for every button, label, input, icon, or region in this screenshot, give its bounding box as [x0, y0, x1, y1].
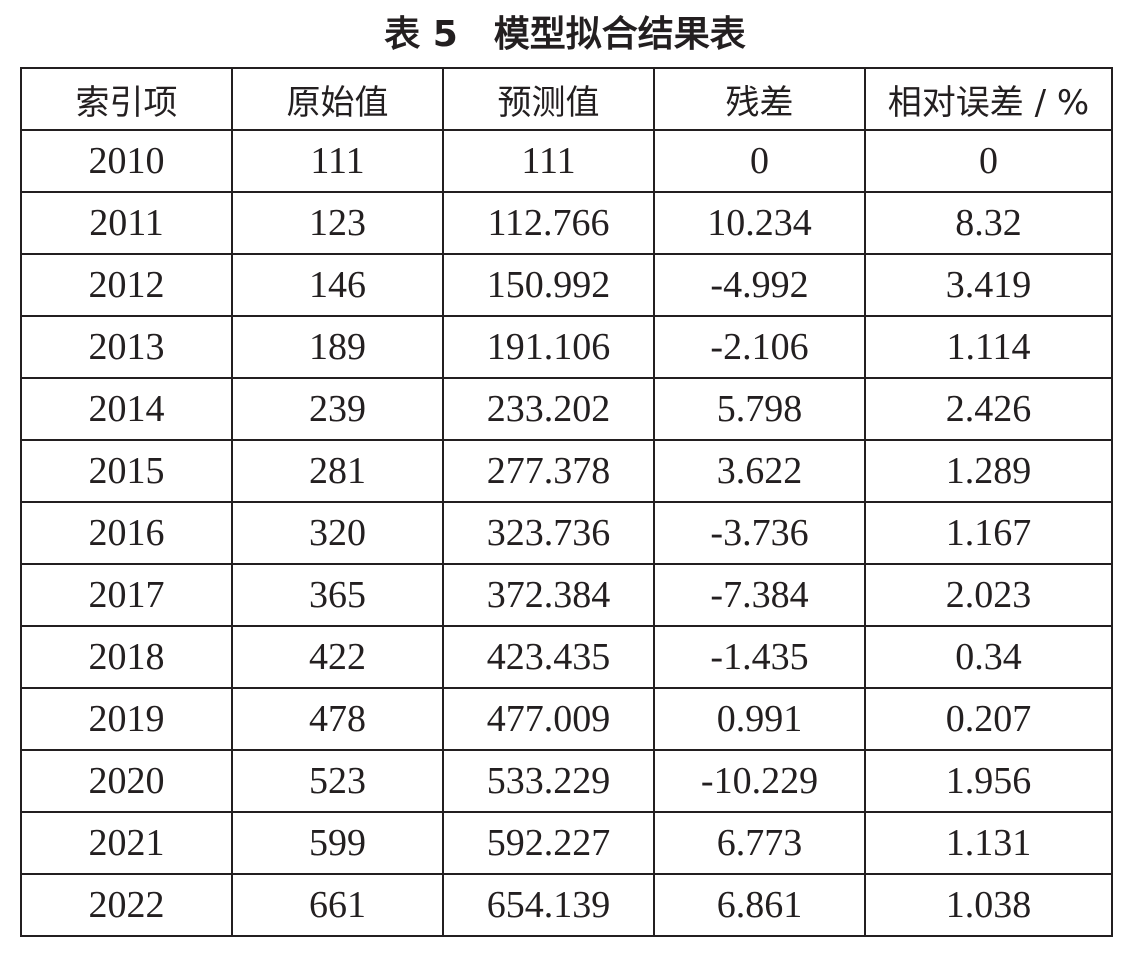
cell-index: 2022	[20, 873, 233, 937]
table-row: 2021 599 592.227 6.773 1.131	[20, 811, 1113, 875]
cell-residual: 6.773	[653, 811, 866, 875]
table-row: 2017 365 372.384 -7.384 2.023	[20, 563, 1113, 627]
cell-residual: 6.861	[653, 873, 866, 937]
cell-residual: 0	[653, 129, 866, 193]
cell-relative-error: 3.419	[864, 253, 1113, 317]
cell-residual: 5.798	[653, 377, 866, 441]
model-fit-table: 索引项 原始值 预测值 残差 相对误差 / % 2010 111 111 0 0 2011…	[20, 67, 1113, 937]
cell-relative-error: 0.34	[864, 625, 1113, 689]
header-row: 索引项 原始值 预测值 残差 相对误差 / %	[20, 67, 1113, 131]
table-row: 2020 523 533.229 -10.229 1.956	[20, 749, 1113, 813]
cell-relative-error: 2.023	[864, 563, 1113, 627]
cell-index: 2014	[20, 377, 233, 441]
table-row: 2016 320 323.736 -3.736 1.167	[20, 501, 1113, 565]
cell-index: 2011	[20, 191, 233, 255]
cell-relative-error: 0.207	[864, 687, 1113, 751]
table-caption: 表 5 模型拟合结果表	[384, 14, 746, 55]
cell-residual: 3.622	[653, 439, 866, 503]
cell-predicted: 533.229	[442, 749, 655, 813]
cell-relative-error: 1.167	[864, 501, 1113, 565]
cell-predicted: 592.227	[442, 811, 655, 875]
cell-predicted: 233.202	[442, 377, 655, 441]
column-header-original: 原始值	[231, 67, 444, 131]
cell-index: 2019	[20, 687, 233, 751]
cell-relative-error: 8.32	[864, 191, 1113, 255]
table-row: 2018 422 423.435 -1.435 0.34	[20, 625, 1113, 689]
cell-predicted: 112.766	[442, 191, 655, 255]
cell-index: 2016	[20, 501, 233, 565]
cell-predicted: 277.378	[442, 439, 655, 503]
cell-residual: -7.384	[653, 563, 866, 627]
cell-index: 2021	[20, 811, 233, 875]
cell-index: 2017	[20, 563, 233, 627]
cell-original: 478	[231, 687, 444, 751]
cell-predicted: 111	[442, 129, 655, 193]
cell-relative-error: 1.956	[864, 749, 1113, 813]
cell-residual: -2.106	[653, 315, 866, 379]
table-row: 2012 146 150.992 -4.992 3.419	[20, 253, 1113, 317]
cell-relative-error: 1.114	[864, 315, 1113, 379]
table-body: 2010 111 111 0 0 2011 123 112.766 10.234 8.32 2012…	[20, 129, 1113, 937]
column-header-index: 索引项	[20, 67, 233, 131]
cell-predicted: 423.435	[442, 625, 655, 689]
cell-residual: 0.991	[653, 687, 866, 751]
table-row: 2011 123 112.766 10.234 8.32	[20, 191, 1113, 255]
cell-original: 365	[231, 563, 444, 627]
table-row: 2010 111 111 0 0	[20, 129, 1113, 193]
cell-residual: -4.992	[653, 253, 866, 317]
cell-predicted: 372.384	[442, 563, 655, 627]
cell-original: 599	[231, 811, 444, 875]
cell-index: 2015	[20, 439, 233, 503]
cell-index: 2018	[20, 625, 233, 689]
cell-residual: -10.229	[653, 749, 866, 813]
column-header-residual: 残差	[653, 67, 866, 131]
cell-index: 2010	[20, 129, 233, 193]
cell-index: 2013	[20, 315, 233, 379]
cell-relative-error: 1.289	[864, 439, 1113, 503]
cell-original: 661	[231, 873, 444, 937]
cell-original: 146	[231, 253, 444, 317]
cell-predicted: 477.009	[442, 687, 655, 751]
cell-predicted: 654.139	[442, 873, 655, 937]
table-row: 2014 239 233.202 5.798 2.426	[20, 377, 1113, 441]
cell-original: 189	[231, 315, 444, 379]
cell-original: 422	[231, 625, 444, 689]
cell-predicted: 150.992	[442, 253, 655, 317]
table-row: 2022 661 654.139 6.861 1.038	[20, 873, 1113, 937]
cell-residual: 10.234	[653, 191, 866, 255]
cell-original: 239	[231, 377, 444, 441]
cell-index: 2020	[20, 749, 233, 813]
column-header-relative-error: 相对误差 / %	[864, 67, 1113, 131]
cell-original: 123	[231, 191, 444, 255]
cell-original: 281	[231, 439, 444, 503]
cell-residual: -1.435	[653, 625, 866, 689]
table-header: 索引项 原始值 预测值 残差 相对误差 / %	[20, 67, 1113, 131]
cell-index: 2012	[20, 253, 233, 317]
cell-original: 111	[231, 129, 444, 193]
table-row: 2013 189 191.106 -2.106 1.114	[20, 315, 1113, 379]
cell-original: 523	[231, 749, 444, 813]
cell-relative-error: 1.038	[864, 873, 1113, 937]
cell-relative-error: 2.426	[864, 377, 1113, 441]
cell-relative-error: 0	[864, 129, 1113, 193]
cell-relative-error: 1.131	[864, 811, 1113, 875]
table-row: 2015 281 277.378 3.622 1.289	[20, 439, 1113, 503]
table-row: 2019 478 477.009 0.991 0.207	[20, 687, 1113, 751]
cell-predicted: 191.106	[442, 315, 655, 379]
cell-residual: -3.736	[653, 501, 866, 565]
column-header-predicted: 预测值	[442, 67, 655, 131]
cell-predicted: 323.736	[442, 501, 655, 565]
cell-original: 320	[231, 501, 444, 565]
